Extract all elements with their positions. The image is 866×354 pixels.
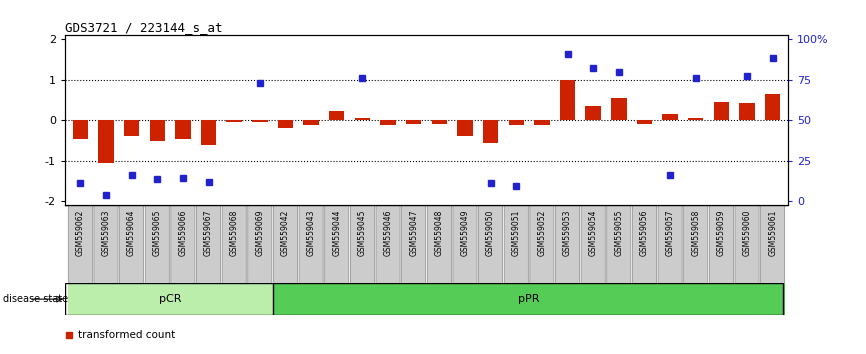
FancyBboxPatch shape bbox=[453, 205, 477, 284]
Text: GSM559044: GSM559044 bbox=[333, 209, 341, 256]
Bar bbox=[688, 118, 703, 120]
FancyBboxPatch shape bbox=[120, 205, 144, 284]
Text: GSM559059: GSM559059 bbox=[717, 209, 726, 256]
Text: disease state: disease state bbox=[3, 294, 68, 304]
FancyBboxPatch shape bbox=[709, 205, 734, 284]
Bar bbox=[431, 120, 447, 124]
FancyBboxPatch shape bbox=[402, 205, 426, 284]
Bar bbox=[73, 120, 88, 138]
Bar bbox=[637, 120, 652, 124]
FancyBboxPatch shape bbox=[607, 205, 630, 284]
FancyBboxPatch shape bbox=[223, 205, 246, 284]
Text: GSM559062: GSM559062 bbox=[76, 209, 85, 256]
Text: GSM559045: GSM559045 bbox=[358, 209, 367, 256]
Bar bbox=[740, 103, 755, 120]
Text: GSM559047: GSM559047 bbox=[409, 209, 418, 256]
Bar bbox=[457, 120, 473, 136]
Text: GSM559055: GSM559055 bbox=[614, 209, 624, 256]
FancyBboxPatch shape bbox=[504, 205, 528, 284]
FancyBboxPatch shape bbox=[581, 205, 605, 284]
Bar bbox=[714, 102, 729, 120]
Text: GSM559060: GSM559060 bbox=[742, 209, 752, 256]
FancyBboxPatch shape bbox=[658, 205, 682, 284]
FancyBboxPatch shape bbox=[735, 205, 759, 284]
Text: GSM559066: GSM559066 bbox=[178, 209, 187, 256]
Bar bbox=[124, 120, 139, 136]
Text: GSM559061: GSM559061 bbox=[768, 209, 777, 256]
Text: GSM559049: GSM559049 bbox=[461, 209, 469, 256]
Text: GSM559069: GSM559069 bbox=[255, 209, 264, 256]
FancyBboxPatch shape bbox=[555, 205, 579, 284]
Bar bbox=[559, 80, 575, 120]
Bar bbox=[611, 98, 626, 120]
Bar bbox=[150, 120, 165, 141]
FancyBboxPatch shape bbox=[376, 205, 400, 284]
FancyBboxPatch shape bbox=[683, 205, 708, 284]
FancyBboxPatch shape bbox=[274, 205, 298, 284]
Text: GSM559043: GSM559043 bbox=[307, 209, 315, 256]
Text: transformed count: transformed count bbox=[78, 330, 175, 339]
FancyBboxPatch shape bbox=[197, 205, 221, 284]
FancyBboxPatch shape bbox=[632, 205, 656, 284]
Bar bbox=[765, 94, 780, 120]
FancyBboxPatch shape bbox=[530, 205, 554, 284]
Text: GDS3721 / 223144_s_at: GDS3721 / 223144_s_at bbox=[65, 21, 223, 34]
FancyBboxPatch shape bbox=[145, 205, 170, 284]
Text: GSM559042: GSM559042 bbox=[281, 209, 290, 256]
FancyBboxPatch shape bbox=[94, 205, 118, 284]
FancyBboxPatch shape bbox=[68, 205, 93, 284]
Bar bbox=[355, 118, 370, 120]
Bar bbox=[483, 120, 498, 143]
Text: GSM559052: GSM559052 bbox=[538, 209, 546, 256]
FancyBboxPatch shape bbox=[171, 205, 195, 284]
Text: GSM559053: GSM559053 bbox=[563, 209, 572, 256]
Text: GSM559046: GSM559046 bbox=[384, 209, 392, 256]
Bar bbox=[68, 283, 273, 315]
Text: GSM559054: GSM559054 bbox=[589, 209, 598, 256]
Bar bbox=[273, 283, 785, 315]
Bar bbox=[406, 120, 422, 124]
Text: GSM559067: GSM559067 bbox=[204, 209, 213, 256]
Bar bbox=[201, 120, 216, 145]
Bar bbox=[662, 114, 678, 120]
Bar bbox=[278, 120, 294, 128]
Text: GSM559065: GSM559065 bbox=[152, 209, 162, 256]
Bar bbox=[585, 106, 601, 120]
FancyBboxPatch shape bbox=[299, 205, 323, 284]
Bar bbox=[98, 120, 113, 163]
Bar bbox=[534, 120, 550, 125]
FancyBboxPatch shape bbox=[760, 205, 785, 284]
Text: GSM559048: GSM559048 bbox=[435, 209, 444, 256]
Bar bbox=[252, 120, 268, 122]
Text: GSM559051: GSM559051 bbox=[512, 209, 520, 256]
Bar bbox=[380, 120, 396, 125]
Text: pCR: pCR bbox=[158, 294, 181, 304]
FancyBboxPatch shape bbox=[479, 205, 502, 284]
FancyBboxPatch shape bbox=[351, 205, 374, 284]
Bar bbox=[175, 120, 191, 138]
Text: GSM559063: GSM559063 bbox=[101, 209, 111, 256]
Bar bbox=[303, 120, 319, 125]
FancyBboxPatch shape bbox=[248, 205, 272, 284]
Text: pPR: pPR bbox=[519, 294, 540, 304]
Text: GSM559050: GSM559050 bbox=[486, 209, 495, 256]
Text: GSM559058: GSM559058 bbox=[691, 209, 701, 256]
Text: GSM559057: GSM559057 bbox=[666, 209, 675, 256]
Bar bbox=[329, 112, 345, 120]
Bar bbox=[508, 120, 524, 125]
FancyBboxPatch shape bbox=[427, 205, 451, 284]
Text: GSM559056: GSM559056 bbox=[640, 209, 649, 256]
Text: GSM559064: GSM559064 bbox=[127, 209, 136, 256]
Bar bbox=[227, 120, 242, 122]
Text: GSM559068: GSM559068 bbox=[229, 209, 239, 256]
FancyBboxPatch shape bbox=[325, 205, 349, 284]
